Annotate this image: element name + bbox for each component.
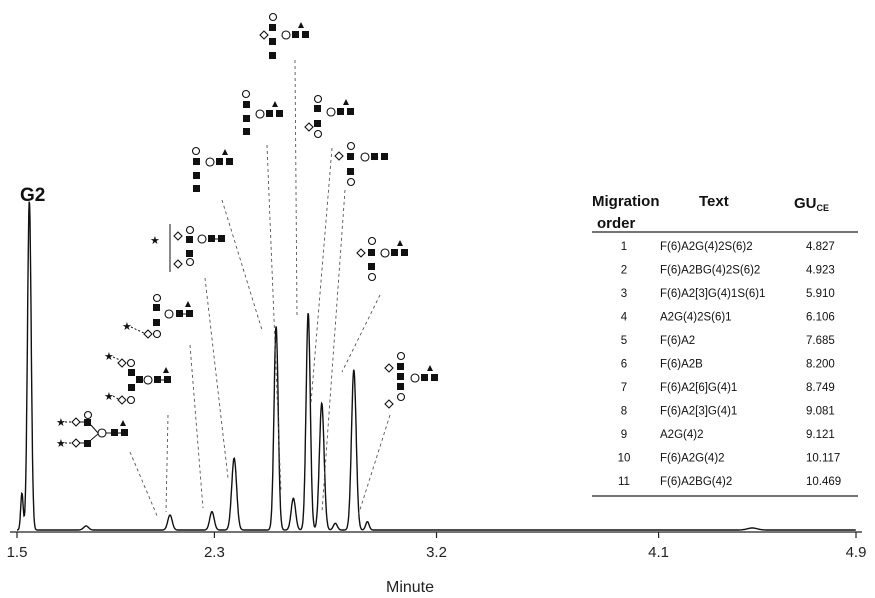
x-tick-label: 3.2 — [426, 544, 447, 561]
table-cell-text: F(6)A2BG(4)2S(6)2 — [660, 265, 760, 277]
svg-text:★: ★ — [56, 437, 66, 450]
table-cell-gu: 5.910 — [806, 288, 835, 300]
glycan-structure-2: ★ ★ — [104, 350, 171, 405]
svg-text:★: ★ — [104, 350, 114, 363]
x-axis-tick-labels: 1.5 2.3 3.2 4.1 4.9 — [7, 544, 867, 561]
table-cell-order: 1 — [621, 241, 627, 253]
table-cell-text: A2G(4)2S(6)1 — [660, 312, 732, 324]
table-cell-gu: 4.923 — [806, 265, 835, 277]
table-cell-order: 6 — [621, 359, 627, 371]
g2-label: G2 — [20, 185, 45, 206]
table-cell-order: 7 — [621, 382, 627, 394]
table-cell-text: F(6)A2[3]G(4)1S(6)1 — [660, 288, 765, 300]
svg-text:★: ★ — [122, 320, 132, 333]
table-header-migration: Migration — [592, 193, 660, 210]
table-cell-order: 3 — [621, 288, 627, 300]
glycan-structure-9 — [334, 141, 388, 187]
glycan-structure-1: ★ ★ — [56, 410, 128, 450]
table-cell-gu: 8.200 — [806, 359, 835, 371]
table-cell-text: F(6)A2 — [660, 335, 695, 347]
x-axis-title: Minute — [386, 579, 434, 596]
migration-table: Migration order Text GUCE 1 F(6)A2G(4)2S(… — [592, 193, 858, 497]
glycan-structure-4: ★ — [150, 224, 225, 272]
table-cell-order: 8 — [621, 406, 627, 418]
table-cell-text: F(6)A2G(4)2S(6)2 — [660, 241, 753, 253]
svg-text:★: ★ — [150, 234, 160, 247]
table-header-text: Text — [699, 193, 729, 210]
glycan-structure-5 — [191, 146, 233, 192]
glycan-structure-3: ★ — [122, 293, 193, 339]
glycan-structure-10 — [356, 236, 408, 282]
table-cell-gu: 9.081 — [806, 406, 835, 418]
glycan-structure-8 — [304, 94, 354, 139]
peak-leader-lines — [129, 59, 391, 519]
svg-text:★: ★ — [104, 390, 114, 403]
electropherogram-trace — [17, 201, 856, 531]
table-cell-gu: 9.121 — [806, 429, 835, 441]
x-tick-label: 4.9 — [846, 544, 867, 561]
glycan-structure-11 — [384, 351, 438, 409]
table-cell-text: F(6)A2G(4)2 — [660, 453, 725, 465]
glycan-structure-7 — [259, 12, 309, 59]
x-tick-label: 2.3 — [204, 544, 225, 561]
x-axis-ticks — [16, 532, 857, 538]
x-tick-label: 1.5 — [7, 544, 28, 561]
table-cell-text: F(6)A2[3]G(4)1 — [660, 406, 737, 418]
table-cell-gu: 4.827 — [806, 241, 835, 253]
table-cell-order: 4 — [621, 312, 628, 324]
table-cell-gu: 10.469 — [806, 476, 841, 488]
table-cell-gu: 6.106 — [806, 312, 835, 324]
table-cell-order: 2 — [621, 265, 627, 277]
x-tick-label: 4.1 — [648, 544, 669, 561]
table-cell-order: 10 — [618, 453, 631, 465]
table-cell-text: A2G(4)2 — [660, 429, 703, 441]
table-cell-order: 11 — [618, 476, 630, 488]
table-cell-gu: 7.685 — [806, 335, 835, 347]
table-cell-order: 5 — [621, 335, 627, 347]
table-cell-order: 9 — [621, 429, 627, 441]
table-cell-text: F(6)A2BG(4)2 — [660, 476, 732, 488]
table-cell-text: F(6)A2B — [660, 359, 703, 371]
table-cell-gu: 8.749 — [806, 382, 835, 394]
table-header-order: order — [597, 215, 636, 232]
table-cell-gu: 10.117 — [806, 453, 840, 465]
glycan-structure-6 — [241, 89, 283, 135]
table-rows: 1 F(6)A2G(4)2S(6)2 4.827 2 F(6)A2BG(4)2S(6)2… — [618, 241, 842, 488]
table-header-gu: GUCE — [794, 195, 829, 213]
table-cell-text: F(6)A2[6]G(4)1 — [660, 382, 737, 394]
svg-text:★: ★ — [56, 416, 66, 429]
